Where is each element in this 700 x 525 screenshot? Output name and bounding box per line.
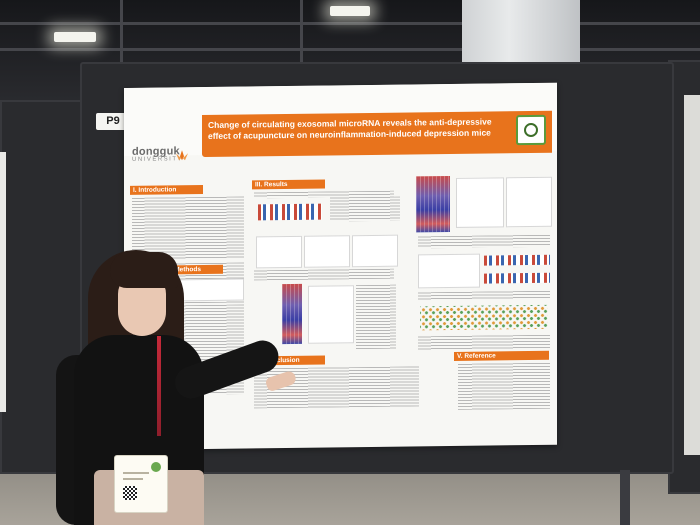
board-leg <box>620 470 630 525</box>
board-number: P9 <box>96 113 130 130</box>
pillar <box>462 0 580 72</box>
badge-text-line <box>123 472 149 474</box>
lotus-icon <box>176 150 188 161</box>
ceiling-truss <box>300 0 303 95</box>
badge-qr-icon <box>123 486 137 500</box>
ceiling-light <box>54 32 96 42</box>
lanyard <box>157 336 161 436</box>
name-badge <box>114 455 168 513</box>
neighbor-poster-right <box>684 95 700 455</box>
ceiling-truss <box>0 22 700 25</box>
ceiling-truss <box>120 0 123 95</box>
presenter-hand <box>264 369 298 393</box>
badge-text-line <box>123 478 143 480</box>
presenter-bangs <box>110 252 178 288</box>
badge-logo-icon <box>151 462 161 472</box>
ceiling-light <box>330 6 370 16</box>
ceiling-truss <box>0 48 700 51</box>
neighbor-poster-left <box>0 152 6 412</box>
research-poster: Change of circulating exosomal microRNA … <box>124 82 557 450</box>
